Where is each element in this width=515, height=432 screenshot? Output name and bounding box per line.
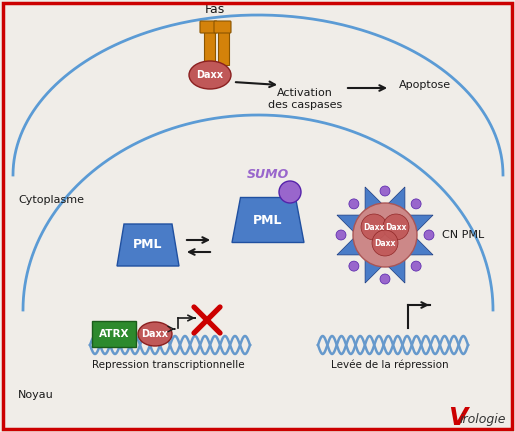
Text: PML: PML	[253, 213, 283, 226]
Text: Apoptose: Apoptose	[399, 80, 451, 90]
Polygon shape	[337, 215, 363, 233]
Circle shape	[424, 230, 434, 240]
Text: irologie: irologie	[460, 413, 506, 426]
Text: ATRX: ATRX	[99, 329, 129, 339]
Polygon shape	[387, 187, 405, 213]
FancyBboxPatch shape	[218, 30, 229, 65]
Text: V: V	[448, 406, 468, 430]
Circle shape	[361, 214, 387, 240]
Polygon shape	[117, 224, 179, 266]
Circle shape	[383, 214, 409, 240]
Polygon shape	[337, 237, 363, 255]
Text: Levée de la répression: Levée de la répression	[331, 360, 449, 371]
Polygon shape	[407, 237, 433, 255]
Polygon shape	[407, 215, 433, 233]
FancyBboxPatch shape	[200, 21, 217, 33]
Text: Activation
des caspases: Activation des caspases	[268, 88, 342, 111]
Circle shape	[349, 199, 359, 209]
Polygon shape	[232, 197, 304, 242]
Circle shape	[349, 261, 359, 271]
Text: CN PML: CN PML	[442, 230, 484, 240]
Text: PML: PML	[133, 238, 163, 251]
Text: Daxx: Daxx	[142, 329, 168, 339]
Ellipse shape	[138, 322, 172, 346]
Circle shape	[411, 199, 421, 209]
Text: Daxx: Daxx	[385, 222, 407, 232]
Text: Cytoplasme: Cytoplasme	[18, 195, 84, 205]
Circle shape	[380, 274, 390, 284]
Polygon shape	[387, 257, 405, 283]
Circle shape	[372, 230, 398, 256]
FancyBboxPatch shape	[214, 21, 231, 33]
Polygon shape	[365, 257, 383, 283]
Text: Noyau: Noyau	[18, 390, 54, 400]
Text: Repression transcriptionnelle: Repression transcriptionnelle	[92, 360, 244, 370]
FancyBboxPatch shape	[92, 321, 136, 347]
Text: SUMO: SUMO	[247, 168, 289, 181]
Circle shape	[380, 186, 390, 196]
Text: Fas: Fas	[205, 3, 225, 16]
Circle shape	[279, 181, 301, 203]
Text: Daxx: Daxx	[363, 222, 385, 232]
Text: Daxx: Daxx	[374, 238, 396, 248]
Circle shape	[336, 230, 346, 240]
Circle shape	[353, 203, 417, 267]
Ellipse shape	[189, 61, 231, 89]
Polygon shape	[365, 187, 383, 213]
Text: Daxx: Daxx	[197, 70, 224, 80]
Circle shape	[411, 261, 421, 271]
FancyBboxPatch shape	[204, 30, 215, 65]
